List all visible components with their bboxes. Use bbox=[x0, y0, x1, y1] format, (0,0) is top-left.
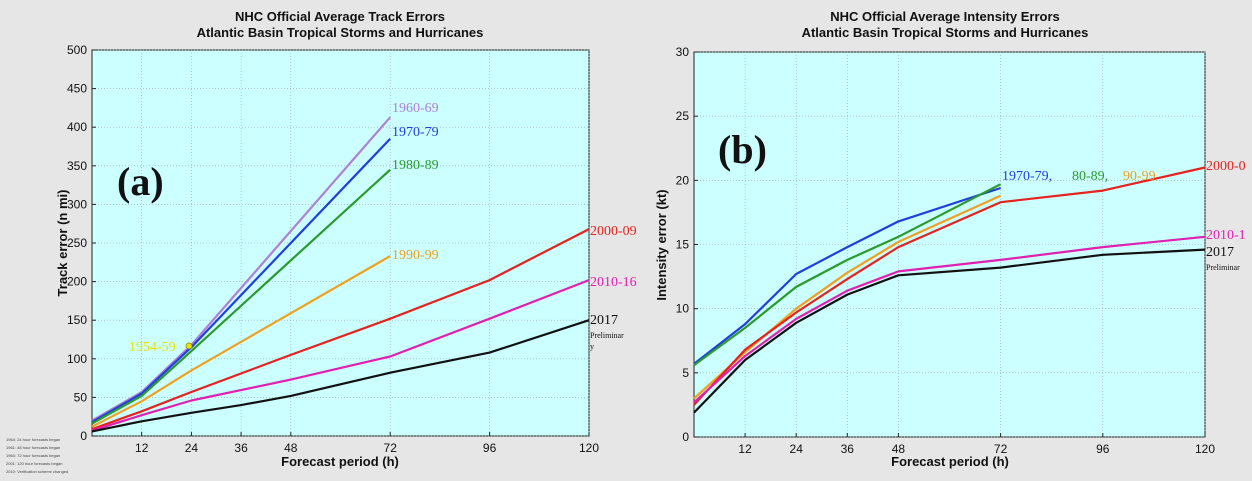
chart-a-y-tick-label: 200 bbox=[67, 275, 87, 289]
chart-a-title: NHC Official Average Track Errors bbox=[235, 9, 445, 24]
chart-b-y-ticks: 0 5 10 15 20 25 30 bbox=[676, 45, 698, 444]
chart-b-x-tick-label: 12 bbox=[738, 442, 752, 456]
chart-a-y-tick-label: 400 bbox=[67, 120, 87, 134]
chart-a-label-1954-59: 1954-59 bbox=[129, 340, 176, 355]
chart-a-y-ticks: 0 50 100 150 200 250 300 350 400 450 500 bbox=[67, 43, 96, 443]
chart-b-label-90-99: 90-99 bbox=[1123, 169, 1156, 184]
chart-a-x-tick-label: 120 bbox=[579, 441, 599, 455]
chart-b-title: NHC Official Average Intensity Errors bbox=[830, 9, 1060, 24]
chart-b-y-tick-label: 10 bbox=[676, 302, 690, 316]
chart-a-x-tick-label: 12 bbox=[135, 441, 149, 455]
chart-b-series-line-2010-16 bbox=[693, 235, 1206, 404]
chart-b-label-1970-79: 1970-79, bbox=[1002, 169, 1052, 184]
chart-a-x-tick-label: 72 bbox=[384, 441, 398, 455]
chart-a-series-line-2010-16 bbox=[91, 279, 590, 432]
chart-b-label-80-89: 80-89, bbox=[1072, 169, 1108, 184]
chart-a-y-axis-label: Track error (n mi) bbox=[55, 190, 70, 297]
chart-b-panel-label: (b) bbox=[718, 127, 767, 172]
chart-b-label-2000-09: 2000-0 bbox=[1206, 159, 1246, 174]
chart-a-series-line-1970-79 bbox=[91, 138, 391, 424]
chart-b-grid bbox=[694, 51, 1206, 438]
chart-a-footnotes: 1964: 24 hour forecasts began 1961: 48 h… bbox=[6, 437, 68, 474]
chart-b-x-axis-label: Forecast period (h) bbox=[891, 454, 1009, 469]
chart-a-label-2010-16: 2010-16 bbox=[590, 275, 637, 290]
chart-a-series-line-2000-09 bbox=[91, 228, 590, 431]
chart-a-y-tick-label: 100 bbox=[67, 352, 87, 366]
chart-a-series-line-1990-99 bbox=[91, 255, 391, 428]
chart-b-y-tick-label: 0 bbox=[682, 430, 689, 444]
chart-b-series-line-2017 bbox=[693, 248, 1206, 414]
chart-b-y-tick-label: 5 bbox=[682, 366, 689, 380]
chart-a-label-2017: 2017 bbox=[590, 313, 618, 328]
chart-a-panel-label: (a) bbox=[117, 159, 164, 204]
chart-b-y-tick-label: 15 bbox=[676, 238, 690, 252]
chart-a-footnote: 1961: 48 hour forecasts began bbox=[6, 445, 60, 450]
chart-b-series-lines bbox=[693, 166, 1206, 414]
chart-a-label-1970-79: 1970-79 bbox=[392, 125, 439, 140]
chart-a-series-line-1960-69 bbox=[91, 116, 392, 422]
chart-a-y-tick-label: 500 bbox=[67, 43, 87, 57]
chart-b-x-tick-label: 36 bbox=[841, 442, 855, 456]
chart-a-label-1960-69: 1960-69 bbox=[392, 101, 439, 116]
chart-a-series-lines bbox=[91, 116, 590, 433]
chart-b-series-line-1970-79 bbox=[693, 186, 1001, 365]
chart-a-note-y: y bbox=[590, 342, 594, 351]
chart-a-y-tick-label: 50 bbox=[74, 390, 88, 404]
chart-b-note-preliminar: Preliminar bbox=[1206, 263, 1240, 272]
chart-a-footnote: 1964: 24 hour forecasts began bbox=[6, 437, 60, 442]
chart-b-label-2017: 2017 bbox=[1206, 245, 1234, 260]
chart-a-label-1980-89: 1980-89 bbox=[392, 158, 439, 173]
chart-a-note-preliminar: Preliminar bbox=[590, 331, 624, 340]
chart-b-y-axis-label: Intensity error (kt) bbox=[654, 189, 669, 300]
chart-a-point-1954-59 bbox=[185, 342, 193, 350]
chart-b-y-tick-label: 20 bbox=[676, 173, 690, 187]
chart-a-x-tick-label: 24 bbox=[185, 441, 199, 455]
chart-a-series-line-1980-89 bbox=[91, 168, 391, 425]
chart-b-x-tick-label: 120 bbox=[1195, 442, 1215, 456]
chart-a-y-tick-label: 250 bbox=[67, 236, 87, 250]
chart-panel-intensity-errors: NHC Official Average Intensity Errors At… bbox=[654, 9, 1246, 469]
chart-a-label-2000-09: 2000-09 bbox=[590, 224, 637, 239]
chart-b-series-line-2000-09 bbox=[693, 166, 1206, 406]
chart-a-y-tick-label: 150 bbox=[67, 313, 87, 327]
chart-a-y-tick-label: 450 bbox=[67, 82, 87, 96]
chart-a-footnote: 1964: 72 hour forecasts began bbox=[6, 453, 60, 458]
chart-b-y-tick-label: 30 bbox=[676, 45, 690, 59]
chart-a-subtitle: Atlantic Basin Tropical Storms and Hurri… bbox=[197, 25, 484, 40]
chart-b-series-line-80-89 bbox=[693, 183, 1002, 366]
chart-a-grid bbox=[92, 49, 590, 437]
chart-b-x-tick-label: 72 bbox=[994, 442, 1008, 456]
chart-b-subtitle: Atlantic Basin Tropical Storms and Hurri… bbox=[802, 25, 1089, 40]
chart-a-plot-area bbox=[91, 49, 590, 437]
chart-b-y-tick-label: 25 bbox=[676, 109, 690, 123]
chart-a-label-1990-99: 1990-99 bbox=[392, 248, 439, 263]
chart-a-y-tick-label: 350 bbox=[67, 159, 87, 173]
chart-a-x-tick-label: 36 bbox=[234, 441, 248, 455]
chart-a-x-ticks: 12 24 36 48 72 96 120 bbox=[135, 432, 599, 455]
chart-b-x-ticks: 12 24 36 48 72 96 120 bbox=[738, 433, 1215, 456]
chart-b-label-2010-16: 2010-1 bbox=[1206, 228, 1246, 243]
chart-a-x-tick-label: 96 bbox=[483, 441, 497, 455]
chart-a-y-tick-label: 0 bbox=[80, 429, 87, 443]
chart-b-x-tick-label: 96 bbox=[1096, 442, 1110, 456]
chart-b-x-tick-label: 48 bbox=[892, 442, 906, 456]
chart-a-footnote: 2001: 120 hour forecasts began bbox=[6, 461, 63, 466]
chart-a-x-tick-label: 48 bbox=[284, 441, 298, 455]
chart-a-series-line-2017 bbox=[91, 319, 590, 433]
chart-a-y-tick-label: 300 bbox=[67, 197, 87, 211]
chart-a-footnote: 2010: Verification scheme changed bbox=[6, 469, 68, 474]
chart-b-x-tick-label: 24 bbox=[790, 442, 804, 456]
chart-panel-track-errors: NHC Official Average Track Errors Atlant… bbox=[6, 9, 637, 474]
chart-a-x-axis-label: Forecast period (h) bbox=[281, 454, 399, 469]
